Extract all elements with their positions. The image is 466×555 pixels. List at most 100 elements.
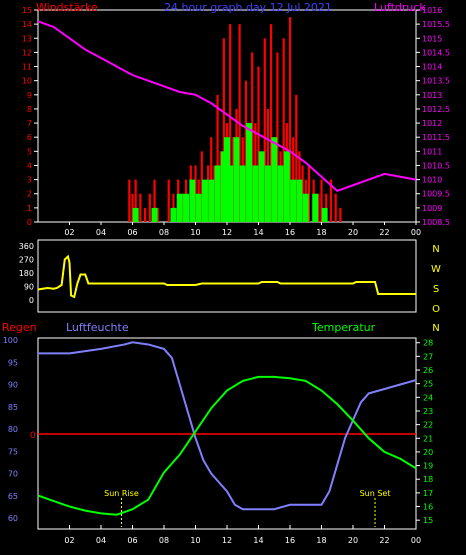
temperature-y-tick-label: 28 bbox=[423, 339, 433, 348]
wind-average-bar bbox=[252, 165, 259, 222]
wind-average-bar bbox=[290, 179, 297, 222]
direction-y-tick-label: 270 bbox=[19, 256, 34, 265]
wind-average-bar bbox=[183, 193, 190, 222]
wind-gust-bar bbox=[317, 193, 320, 222]
wind-gust-bar bbox=[339, 207, 342, 222]
wind-axis-title: Windstärke bbox=[36, 1, 98, 14]
temperature-y-tick-label: 21 bbox=[423, 434, 433, 443]
pressure-y-tick-label: 1013 bbox=[422, 91, 442, 100]
wind-y-tick-label: 7 bbox=[27, 119, 32, 128]
pressure-y-tick-label: 1012 bbox=[422, 119, 442, 128]
pressure-line bbox=[37, 20, 417, 193]
compass-letter: O bbox=[432, 304, 440, 315]
climate-x-tick-label: 22 bbox=[379, 536, 389, 545]
wind-gust-bar bbox=[148, 193, 151, 222]
pressure-y-tick-label: 1011 bbox=[422, 147, 442, 156]
temperature-line bbox=[37, 375, 417, 516]
temperature-y-tick-label: 18 bbox=[423, 475, 433, 484]
sunset-label: Sun Set bbox=[360, 489, 391, 498]
wind-y-tick-label: 11 bbox=[22, 63, 32, 72]
wind-gust-bar bbox=[128, 179, 131, 222]
pressure-y-tick-label: 1008.5 bbox=[422, 218, 450, 227]
wind-gust-bar bbox=[219, 151, 222, 222]
wind-gust-bar bbox=[282, 38, 285, 223]
wind-gust-bar bbox=[320, 179, 323, 222]
wind-gust-bar bbox=[251, 52, 254, 223]
temperature-y-tick-label: 22 bbox=[423, 421, 433, 430]
wind-y-tick-label: 14 bbox=[22, 20, 32, 29]
humidity-y-tick-label: 80 bbox=[8, 425, 18, 434]
wind-average-bar bbox=[189, 179, 196, 222]
wind-average-bar bbox=[201, 179, 208, 222]
wind-y-tick-label: 15 bbox=[22, 6, 32, 15]
wind-average-bar bbox=[208, 179, 215, 222]
humidity-y-tick-label: 70 bbox=[8, 470, 18, 479]
wind-average-bar bbox=[195, 193, 202, 222]
wind-y-tick-label: 9 bbox=[27, 91, 32, 100]
climate-x-tick-label: 16 bbox=[285, 536, 295, 545]
pressure-y-tick-label: 1013.5 bbox=[422, 77, 450, 86]
humidity-line bbox=[38, 341, 417, 511]
wind-gust-bar bbox=[139, 193, 142, 222]
wind-y-tick-label: 0 bbox=[27, 218, 32, 227]
wind-gust-bar bbox=[144, 207, 147, 222]
pressure-y-tick-label: 1009.5 bbox=[422, 190, 450, 199]
humidity-y-tick-label: 75 bbox=[8, 447, 18, 456]
wind-gust-bar bbox=[244, 80, 247, 223]
pressure-axis-title: Luftdruck bbox=[374, 1, 426, 14]
wind-gust-bar bbox=[288, 17, 292, 222]
wind-gust-bar bbox=[131, 193, 134, 222]
direction-y-tick-label: 90 bbox=[24, 283, 34, 292]
pressure-y-tick-label: 1014 bbox=[422, 63, 442, 72]
wind-gust-bar bbox=[301, 165, 304, 222]
climate-x-tick-label: 20 bbox=[348, 536, 358, 545]
pressure-y-tick-label: 1010 bbox=[422, 176, 442, 185]
temperature-y-tick-label: 20 bbox=[423, 448, 433, 457]
wind-average-bar bbox=[271, 137, 278, 222]
wind-y-tick-label: 8 bbox=[27, 105, 32, 114]
rain-zero-label: 0 bbox=[30, 431, 36, 441]
wind-gust-bar bbox=[329, 179, 333, 222]
wind-y-tick-label: 2 bbox=[27, 190, 32, 199]
wind-average-bar bbox=[296, 179, 303, 222]
wind-average-bar bbox=[220, 151, 227, 222]
pressure-y-tick-label: 1014.5 bbox=[422, 48, 450, 57]
compass-letter: S bbox=[433, 284, 439, 295]
temperature-y-tick-label: 27 bbox=[423, 352, 433, 361]
wind-gust-bar bbox=[134, 179, 137, 222]
wind-gust-bar bbox=[295, 94, 298, 222]
temperature-y-tick-label: 19 bbox=[423, 462, 433, 471]
temperature-y-tick-label: 16 bbox=[423, 503, 433, 512]
wind-direction-line bbox=[37, 254, 416, 299]
wind-x-tick-label: 08 bbox=[159, 228, 169, 237]
temperature-y-tick-label: 25 bbox=[423, 380, 433, 389]
wind-x-tick-label: 16 bbox=[285, 228, 295, 237]
rain-axis-title: Regen bbox=[2, 321, 37, 334]
wind-average-bar bbox=[151, 207, 158, 222]
wind-average-bar bbox=[233, 137, 240, 222]
wind-gust-bar bbox=[207, 165, 210, 222]
humidity-y-tick-label: 60 bbox=[8, 514, 18, 523]
wind-gust-bar bbox=[200, 151, 203, 222]
wind-average-bar bbox=[227, 165, 234, 222]
wind-gust-bar bbox=[194, 165, 197, 222]
wind-average-bar bbox=[214, 165, 221, 222]
climate-x-tick-label: 04 bbox=[96, 536, 106, 545]
wind-x-tick-label: 10 bbox=[190, 228, 200, 237]
humidity-y-tick-label: 90 bbox=[8, 381, 18, 390]
climate-x-tick-label: 06 bbox=[127, 536, 137, 545]
pressure-y-tick-label: 1010.5 bbox=[422, 161, 450, 170]
humidity-y-tick-label: 95 bbox=[8, 358, 18, 367]
wind-y-tick-label: 6 bbox=[27, 133, 32, 142]
wind-gust-bar bbox=[334, 193, 337, 222]
wind-average-bar bbox=[224, 137, 230, 222]
wind-y-tick-label: 13 bbox=[22, 34, 32, 43]
sunrise-label: Sun Rise bbox=[104, 489, 139, 498]
pressure-y-tick-label: 1015.5 bbox=[422, 20, 450, 29]
compass-letter: N bbox=[432, 323, 439, 334]
wind-x-tick-label: 20 bbox=[348, 228, 358, 237]
wind-average-bar bbox=[258, 151, 265, 222]
temperature-axis-title: Temperatur bbox=[311, 321, 376, 334]
wind-average-bar bbox=[283, 151, 290, 222]
